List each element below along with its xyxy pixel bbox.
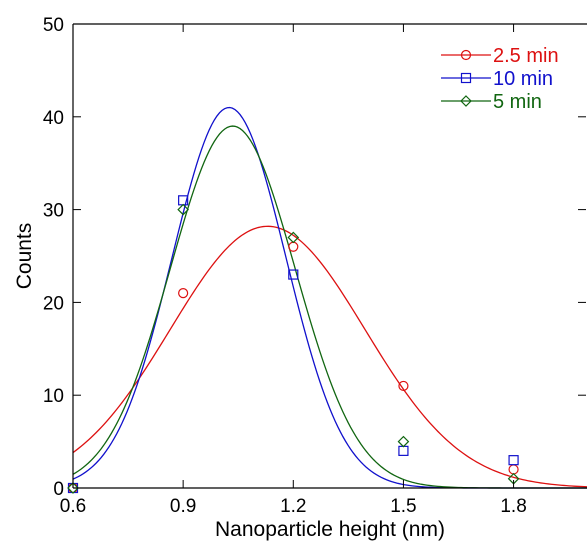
data-point — [177, 203, 189, 216]
data-point — [397, 435, 410, 448]
data-point — [508, 455, 519, 466]
legend-marker — [460, 49, 472, 61]
legend-marker — [460, 72, 472, 84]
y-tick-label: 40 — [43, 108, 64, 129]
x-tick-label: 1.5 — [390, 496, 416, 517]
legend-label: 5 min — [493, 91, 542, 113]
data-point — [398, 380, 409, 392]
y-tick-label: 10 — [43, 386, 64, 407]
x-tick-label: 1.8 — [500, 496, 526, 517]
y-tick-label: 30 — [43, 201, 64, 222]
legend-label: 10 min — [493, 68, 553, 90]
data-point — [178, 288, 189, 299]
x-tick-label: 1.2 — [280, 496, 306, 517]
x-tick-label: 0.9 — [170, 496, 196, 517]
x-axis-label: Nanoparticle height (nm) — [215, 518, 445, 541]
axes — [72, 23, 587, 489]
legend-marker — [460, 95, 472, 107]
y-tick-label: 50 — [43, 15, 64, 36]
y-tick-label: 20 — [43, 293, 64, 314]
data-point — [287, 231, 300, 244]
y-axis-label: Counts — [13, 223, 36, 290]
ticks: 0.6 0.9 1.2 1.5 1.8 0 10 20 30 40 50 — [43, 15, 586, 517]
x-tick-label: 0.6 — [60, 496, 86, 517]
data-point — [288, 269, 299, 280]
data-point — [67, 482, 79, 494]
legend-label: 2.5 min — [493, 45, 559, 67]
fit-curve — [72, 225, 587, 488]
y-tick-label: 0 — [53, 479, 64, 500]
